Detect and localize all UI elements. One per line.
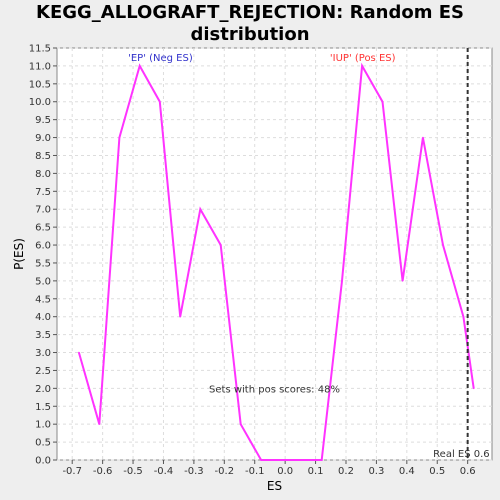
y-tick-label: 5.5 [35, 258, 51, 269]
pos-scores-label: Sets with pos scores: 48% [209, 384, 340, 395]
axes: -0.7 -0.6 -0.5 -0.4 -0.3 -0.2 -0.1 0.0 0.1 0.2 0.3… [29, 44, 476, 478]
y-tick-label: 7.0 [35, 205, 51, 216]
x-tick-label: 0.0 [277, 466, 293, 477]
x-tick-label: 0.4 [399, 466, 415, 477]
data-point [78, 351, 80, 354]
data-point [239, 423, 242, 425]
chart-title-line2: distribution [190, 24, 310, 45]
data-point [341, 280, 343, 282]
plot-area [56, 47, 493, 461]
y-tick-label: 9.5 [35, 115, 51, 126]
chart-title: KEGG_ALLOGRAFT_REJECTION: Random ES dist… [0, 2, 500, 46]
y-tick-label: 9.0 [35, 133, 51, 144]
x-tick-label: -0.1 [245, 466, 265, 477]
data-point [462, 315, 465, 318]
y-tick-label: 6.0 [35, 241, 51, 252]
y-tick-label: 6.5 [35, 223, 51, 234]
y-tick-label: 5.0 [35, 276, 51, 287]
annotations: 'EP' (Neg ES) 'IUP' (Pos ES) Sets with p… [128, 53, 490, 460]
x-tick-label: -0.7 [62, 466, 82, 477]
data-point [138, 65, 141, 67]
x-axis-label: ES [267, 479, 282, 493]
y-tick-label: 11.0 [29, 61, 51, 72]
x-tick-label: 0.6 [460, 466, 476, 477]
data-point [361, 65, 363, 67]
y-axis-label: P(ES) [12, 238, 26, 270]
y-tick-label: 3.0 [35, 348, 51, 359]
data-point [118, 136, 121, 139]
x-tick-label: 0.1 [308, 466, 324, 477]
data-point [381, 100, 384, 103]
y-tick-label: 8.5 [35, 151, 51, 162]
y-tick-label: 3.5 [35, 330, 51, 341]
data-point [300, 459, 303, 461]
x-tick-label: -0.6 [93, 466, 113, 477]
data-point [260, 459, 262, 461]
y-tick-label: 4.0 [35, 312, 51, 323]
y-tick-label: 1.0 [35, 420, 51, 431]
data-point [472, 387, 475, 390]
data-point [179, 315, 181, 318]
y-tick-label: 2.0 [35, 384, 51, 395]
y-tick-label: 10.5 [29, 79, 51, 90]
data-point [401, 280, 404, 282]
grid-lines [57, 47, 492, 461]
y-tick-label: 0.5 [35, 438, 51, 449]
y-tick-label: 0.0 [35, 456, 51, 467]
neg-es-label: 'EP' (Neg ES) [128, 53, 193, 64]
pos-es-label: 'IUP' (Pos ES) [330, 53, 396, 64]
y-tick-label: 7.5 [35, 187, 51, 198]
y-tick-label: 4.5 [35, 294, 51, 305]
y-tick-label: 10.0 [29, 97, 51, 108]
x-tick-label: -0.2 [215, 466, 235, 477]
y-tick-label: 8.0 [35, 169, 51, 180]
data-point [159, 100, 161, 103]
data-point [422, 136, 424, 139]
y-tick-label: 2.5 [35, 366, 51, 377]
data-point [442, 244, 444, 246]
x-tick-label: -0.4 [154, 466, 174, 477]
x-tick-label: 0.2 [338, 466, 354, 477]
y-tick-label: 11.5 [29, 44, 51, 55]
x-tick-label: 0.5 [429, 466, 445, 477]
x-tick-label: -0.3 [184, 466, 204, 477]
real-es-label: Real ES 0.6 [433, 449, 489, 460]
x-tick-label: 0.3 [368, 466, 384, 477]
data-point [199, 208, 202, 211]
data-point [98, 423, 101, 425]
y-tick-label: 1.5 [35, 402, 51, 413]
data-point [280, 459, 282, 461]
chart-title-line1: KEGG_ALLOGRAFT_REJECTION: Random ES [36, 2, 464, 23]
series-layer [77, 48, 475, 461]
data-point [219, 244, 222, 246]
data-point [320, 459, 323, 461]
x-tick-label: -0.5 [123, 466, 143, 477]
